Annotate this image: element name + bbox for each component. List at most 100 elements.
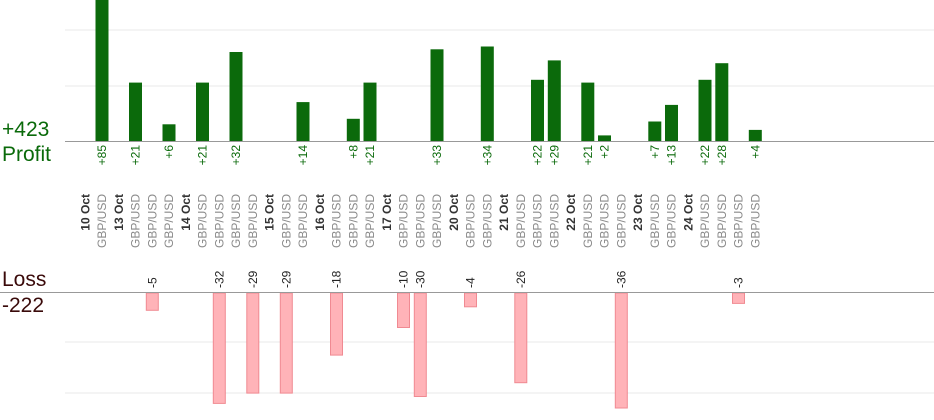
profit-value-label: +34 (480, 145, 494, 166)
loss-value-label: -29 (246, 270, 260, 288)
profit-value-label: +33 (430, 145, 444, 166)
pair-label: GBP/USD (648, 194, 662, 248)
profit-bar (129, 82, 142, 141)
pair-label: GBP/USD (397, 194, 411, 248)
pair-label: GBP/USD (162, 194, 176, 248)
date-label: 20 Oct (447, 194, 461, 231)
profit-value-label: +29 (547, 145, 561, 166)
profit-bar (531, 79, 544, 141)
loss-value-label: -26 (514, 270, 528, 288)
pair-label: GBP/USD (715, 194, 729, 248)
profit-bar (363, 82, 377, 141)
loss-value-label: -29 (279, 270, 293, 288)
loss-value-labels: -5 -32 -29 -29 -18 -10 -30 -4 -26 -36 -3 (145, 270, 745, 288)
loss-bars (145, 292, 745, 409)
profit-bar (95, 0, 109, 141)
date-label: 23 Oct (631, 194, 645, 231)
profit-value-label: +14 (296, 145, 310, 166)
profit-value-label: +7 (648, 145, 662, 159)
pair-label: GBP/USD (430, 194, 444, 248)
pair-label: GBP/USD (145, 194, 159, 248)
loss-bar (330, 292, 343, 356)
pair-label: GBP/USD (296, 194, 310, 248)
profit-value-label: +4 (748, 145, 762, 159)
profit-value-label: +13 (665, 145, 679, 166)
profit-value-labels: +85 +21 +6 +21 +32 +14 +8 +21 +33 +34 +22 +29 +21 +2 +… (95, 145, 762, 166)
profit-bar (715, 63, 729, 142)
pair-label: GBP/USD (363, 194, 377, 248)
pair-label: GBP/USD (346, 194, 360, 248)
profit-value-label: +6 (162, 145, 176, 159)
loss-bar (732, 292, 745, 304)
pair-label: GBP/USD (212, 194, 226, 248)
pair-label: GBP/USD (581, 194, 595, 248)
loss-bar (279, 292, 293, 394)
loss-bar (514, 292, 528, 384)
total-loss-value: -222 (2, 294, 45, 317)
pair-label: GBP/USD (614, 194, 628, 248)
loss-value-label: -18 (330, 270, 344, 288)
loss-value-label: -30 (413, 270, 427, 288)
loss-bar (246, 292, 260, 394)
profit-value-label: +21 (129, 145, 143, 166)
pair-label: GBP/USD (598, 194, 612, 248)
loss-value-label: -3 (732, 277, 746, 288)
profit-bar (547, 60, 561, 141)
date-label: 14 Oct (179, 194, 193, 231)
pair-label: GBP/USD (246, 194, 260, 248)
pair-label: GBP/USD (464, 194, 478, 248)
pair-label: GBP/USD (196, 194, 210, 248)
loss-bar (212, 292, 226, 404)
loss-value-label: -5 (145, 277, 159, 288)
loss-bar (614, 292, 628, 409)
loss-value-label: -10 (397, 270, 411, 288)
profit-bar (581, 82, 595, 141)
loss-bar (413, 292, 427, 397)
pair-label: GBP/USD (413, 194, 427, 248)
profit-value-label: +28 (715, 145, 729, 166)
pair-label: GBP/USD (129, 194, 143, 248)
pair-label: GBP/USD (748, 194, 762, 248)
profit-bar (229, 52, 243, 141)
pair-label: GBP/USD (665, 194, 679, 248)
profit-bar (665, 104, 678, 141)
profit-bar (748, 129, 762, 141)
profit-bar (480, 46, 494, 141)
date-label: 10 Oct (78, 194, 92, 231)
loss-bar (464, 292, 477, 308)
profit-value-label: +2 (598, 145, 612, 159)
profit-value-label: +85 (95, 145, 109, 166)
date-label: 13 Oct (112, 194, 126, 231)
pair-label: GBP/USD (279, 194, 293, 248)
profit-bar (196, 82, 209, 141)
profit-value-label: +21 (196, 145, 210, 166)
total-profit-value: +423 (2, 118, 50, 141)
profit-bar (162, 124, 176, 141)
profit-bar (648, 121, 662, 141)
date-label: 22 Oct (564, 194, 578, 231)
profit-bar (698, 79, 712, 141)
loss-value-label: -4 (464, 277, 478, 288)
loss-bar (145, 292, 159, 311)
pair-label: GBP/USD (531, 194, 545, 248)
profit-value-label: +21 (581, 145, 595, 166)
pair-label: GBP/USD (698, 194, 712, 248)
date-tick-labels: 10 Oct 13 Oct 14 Oct 15 Oct 16 Oct 17 Oct 20 O… (78, 194, 695, 231)
profit-bars (95, 0, 762, 142)
pair-label: GBP/USD (95, 194, 109, 248)
profit-bar (296, 102, 310, 141)
profit-value-label: +22 (531, 145, 545, 166)
loss-value-label: -32 (212, 270, 226, 288)
pair-label: GBP/USD (732, 194, 746, 248)
pair-tick-labels: GBP/USD GBP/USD GBP/USD GBP/USD GBP/USD GBP/U… (95, 194, 762, 248)
profit-bar (598, 135, 611, 141)
loss-bar (397, 292, 410, 328)
profit-value-label: +32 (229, 145, 243, 166)
pair-label: GBP/USD (514, 194, 528, 248)
grid-lines (65, 29, 934, 394)
profit-label: Profit (2, 143, 52, 166)
pair-label: GBP/USD (547, 194, 561, 248)
loss-value-label: -36 (614, 270, 628, 288)
date-label: 16 Oct (313, 194, 327, 231)
